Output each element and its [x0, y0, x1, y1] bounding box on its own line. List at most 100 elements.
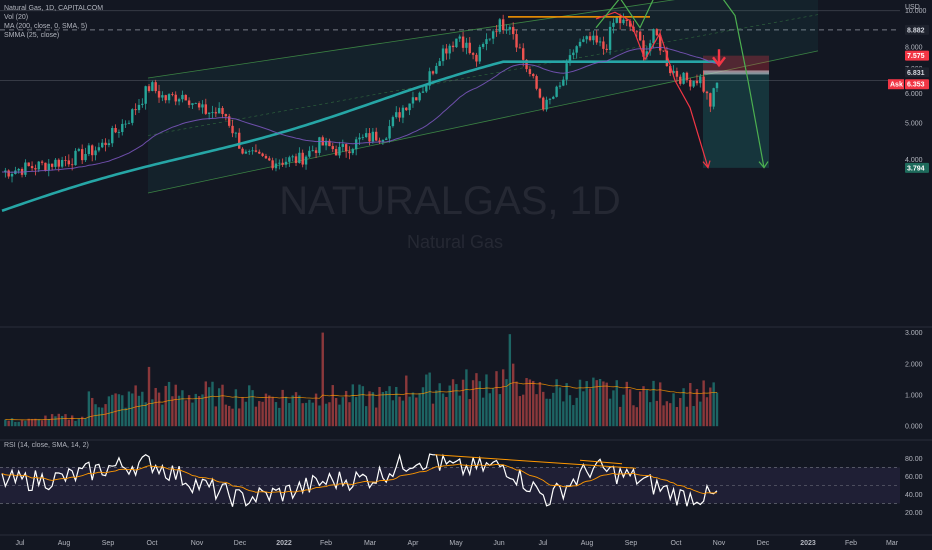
rsi-axis-tick: 40.00 — [905, 492, 923, 499]
candle-body — [532, 74, 535, 77]
volume-bar — [338, 404, 341, 427]
price-axis-tick: 10.000 — [905, 8, 927, 15]
sell-arrow-icon — [712, 49, 726, 68]
candle-body — [702, 76, 705, 92]
candle-body — [251, 150, 254, 152]
candle-body — [448, 45, 451, 54]
candle-body — [411, 97, 415, 104]
price-tag-bg — [905, 50, 929, 61]
volume-bar — [498, 394, 502, 427]
time-axis-label: Mar — [886, 540, 899, 547]
price-tag-bg — [905, 162, 929, 173]
volume-bar — [308, 399, 311, 427]
volume-bar — [284, 396, 288, 427]
price-tag-label-bg — [888, 79, 904, 90]
volume-bar — [64, 414, 67, 427]
volume-axis-tick: 1.000 — [905, 393, 923, 400]
candle-body — [67, 160, 71, 165]
legend-vol[interactable]: Vol (20) — [4, 14, 29, 21]
candle-body — [244, 151, 248, 154]
candle-body — [385, 138, 388, 140]
candle-body — [378, 140, 381, 142]
volume-bar — [638, 391, 642, 427]
candle-body — [438, 61, 441, 66]
volume-bar — [471, 380, 475, 427]
candle-body — [401, 107, 405, 118]
candle-body — [645, 51, 649, 57]
volume-bar — [264, 393, 268, 427]
candle-body — [445, 48, 448, 54]
candle-body — [428, 71, 431, 86]
volume-bar — [241, 397, 244, 427]
candle-body — [515, 34, 518, 48]
volume-bar — [622, 394, 625, 427]
volume-bar — [488, 393, 492, 427]
candle-body — [358, 137, 361, 140]
candle-body — [341, 144, 344, 147]
volume-bar — [334, 398, 338, 427]
candle-body — [164, 95, 167, 101]
time-axis-label: Nov — [191, 540, 204, 547]
candle-body — [435, 65, 438, 74]
candle-body — [217, 108, 221, 114]
volume-bar — [214, 406, 218, 427]
volume-bar — [458, 395, 461, 427]
volume-bar — [682, 388, 685, 427]
candle-body — [334, 149, 338, 156]
candle-body — [121, 123, 124, 133]
price-tag-value: 3.794 — [907, 165, 925, 172]
candle-body — [705, 91, 709, 94]
volume-bar — [465, 369, 468, 427]
volume-bar — [689, 382, 692, 427]
volume-bar — [291, 395, 294, 427]
volume-bar — [468, 399, 471, 427]
candle-body — [114, 127, 117, 133]
legend-ma[interactable]: MA (200, close, 0, SMA, 5) — [4, 23, 88, 30]
candle-body — [659, 35, 662, 51]
volume-bar — [545, 398, 548, 427]
candle-body — [662, 50, 665, 52]
volume-bar — [304, 402, 308, 427]
time-axis-label: Sep — [625, 540, 638, 547]
volume-bar — [381, 392, 385, 427]
volume-bar — [80, 416, 84, 427]
volume-bar — [114, 393, 117, 427]
legend-symbol[interactable]: Natural Gas, 1D, CAPITALCOM — [4, 5, 104, 12]
volume-bar — [371, 392, 375, 427]
legend-smma[interactable]: SMMA (25, close) — [4, 32, 60, 39]
volume-bar — [54, 416, 57, 427]
volume-bar — [361, 386, 365, 427]
volume-bar — [595, 380, 598, 427]
candle-body — [552, 96, 555, 99]
volume-bar — [157, 392, 161, 427]
volume-bar — [261, 401, 264, 427]
volume-bar — [598, 378, 602, 427]
volume-bar — [268, 395, 271, 427]
candle-body — [455, 38, 458, 48]
rsi-legend[interactable]: RSI (14, close, SMA, 14, 2) — [4, 442, 89, 449]
volume-bar — [298, 395, 301, 427]
volume-bar — [121, 395, 124, 427]
candle-body — [481, 44, 485, 47]
price-tag-bg — [905, 24, 929, 35]
candle-body — [612, 22, 615, 27]
volume-bar — [408, 396, 411, 427]
candle-body — [7, 170, 10, 177]
projection-green-path — [595, 0, 765, 168]
volume-bar — [501, 369, 505, 427]
time-axis-label: Oct — [671, 540, 682, 547]
volume-bar — [77, 418, 81, 427]
volume-bar — [354, 397, 358, 427]
volume-bar — [324, 403, 328, 427]
time-axis-label: Aug — [581, 540, 594, 547]
volume-bar — [124, 407, 127, 427]
volume-bar — [428, 372, 431, 427]
candle-body — [461, 36, 465, 48]
volume-bar — [491, 388, 495, 427]
time-axis-label: Feb — [320, 540, 332, 547]
candle-body — [44, 162, 47, 171]
volume-bar — [161, 404, 164, 427]
volume-bar — [147, 366, 151, 427]
volume-bar — [632, 405, 635, 427]
